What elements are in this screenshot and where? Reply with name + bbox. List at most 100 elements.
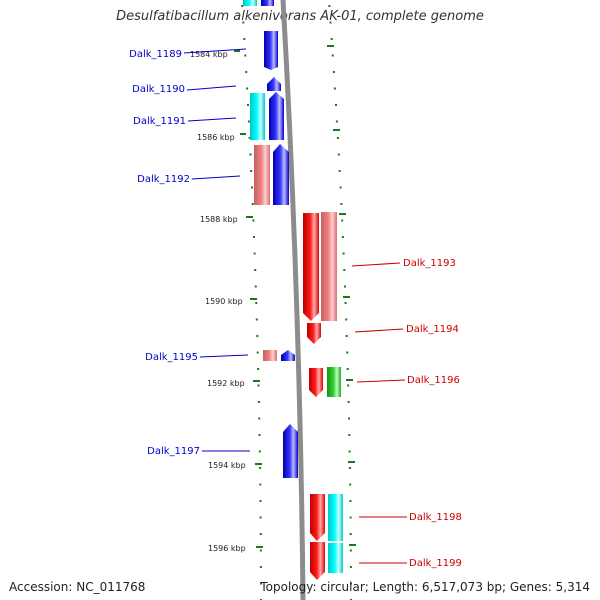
tick-mark [335,120,338,123]
scale-label: 1594 kbp [208,461,246,470]
tick-mark [336,137,339,139]
tick-mark [258,417,261,420]
topology-text: Topology: circular; Length: 6,517,073 bp… [260,580,590,594]
gene-label[interactable]: Dalk_1194 [406,324,459,335]
gene-cyan-top[interactable] [243,0,257,6]
gene-dalk-1192[interactable] [273,144,289,205]
tick-mark [343,269,346,271]
gene-dalk-1193-pink[interactable] [321,212,337,321]
gene-label[interactable]: Dalk_1190 [132,84,185,95]
tick-mark [245,71,248,73]
scale-label: 1592 kbp [207,379,245,388]
gene-dalk-1198-cyan[interactable] [328,494,343,541]
tick-mark [330,38,333,40]
tick-mark [349,566,352,568]
map-title: Desulfatibacillum alkenivorans AK-01, co… [116,9,484,24]
gene-blue-top[interactable] [261,0,274,6]
tick-mark [252,219,255,222]
tick-mark [348,467,351,469]
tick-mark [259,566,262,568]
gene-label[interactable]: Dalk_1199 [409,558,462,569]
gene-dalk-1194[interactable] [307,323,321,344]
gene-labels: Dalk_1189 Dalk_1190 Dalk_1191 Dalk_1192 … [129,49,462,569]
scale-labels: 1584 kbp 1586 kbp 1588 kbp 1590 kbp 1592… [190,50,246,553]
tick-mark [344,302,347,304]
tick-mark [348,417,350,420]
tick-mark [254,269,257,271]
gene-label[interactable]: Dalk_1189 [129,49,182,60]
tick-mark [259,533,262,535]
tick-mark [257,368,260,370]
tick-mark [331,54,334,57]
scale-label: 1590 kbp [205,297,243,306]
gene-label[interactable]: Dalk_1191 [133,116,186,127]
gene-dalk-1192-pink[interactable] [254,145,270,205]
tick-mark [349,533,352,535]
gene-label[interactable]: Dalk_1193 [403,258,456,269]
tick-mark [259,549,262,552]
tick-mark [243,38,246,40]
gene-dalk-1199-cyan[interactable] [328,543,343,573]
gene-dalk-1198[interactable] [310,494,325,541]
tick-mark [242,21,245,24]
genome-backbone [280,0,306,600]
gene-dalk-1189[interactable] [264,31,278,70]
gene-dalk-1191-cyan[interactable] [250,93,265,140]
tick-mark [333,87,336,90]
tick-mark [328,5,331,7]
tick-mark [256,351,259,354]
label-leaders [183,48,407,564]
tick-mark [257,384,260,387]
gene-dalk-1196[interactable] [309,368,323,397]
gene-label[interactable]: Dalk_1195 [145,352,198,363]
tick-mark [340,203,343,205]
gene-dalk-1195[interactable] [281,350,295,361]
gene-dalk-1195-pink[interactable] [263,350,277,361]
tick-mark [347,401,350,403]
tick-mark [259,483,262,486]
scale-label: 1586 kbp [197,133,235,142]
gene-dalk-1190[interactable] [267,77,281,91]
gene-label[interactable]: Dalk_1192 [137,174,190,185]
tick-mark [348,434,351,436]
tick-mark [349,549,352,552]
gene-label[interactable]: Dalk_1196 [407,375,460,386]
tick-mark [250,170,253,172]
scale-label: 1596 kbp [208,544,246,553]
tick-mark [329,21,332,24]
gene-dalk-1197[interactable] [283,424,298,478]
tick-mark [339,186,342,189]
gene-dalk-1191[interactable] [269,92,284,140]
scale-label: 1588 kbp [200,215,238,224]
scale-ticks-right [327,45,356,546]
accession-text: Accession: NC_011768 [9,580,146,594]
gene-dalk-1199[interactable] [310,542,325,580]
tick-mark [347,384,350,387]
tick-mark [255,302,258,304]
gene-label[interactable]: Dalk_1198 [409,512,462,523]
genes-minus-strand [243,0,298,478]
tick-mark [258,434,261,436]
tick-mark [260,582,262,585]
gene-label[interactable]: Dalk_1197 [147,446,200,457]
tick-mark [246,87,249,90]
tick-mark [341,236,344,238]
gene-dalk-1196-green[interactable] [327,367,341,397]
tick-mark [337,153,340,156]
tick-mark [248,137,251,139]
tick-mark [348,450,351,453]
tick-mark [349,516,352,519]
tick-mark [255,318,258,321]
tick-mark [251,186,253,189]
tick-mark [335,104,337,106]
tick-mark [259,516,262,519]
tick-mark [249,153,252,156]
tick-mark [258,450,261,453]
gene-dalk-1193[interactable] [303,213,319,321]
tick-mark [259,467,262,469]
tick-mark [346,351,349,354]
tick-mark [342,252,345,255]
tick-mark [332,71,335,73]
tick-mark [338,170,341,172]
